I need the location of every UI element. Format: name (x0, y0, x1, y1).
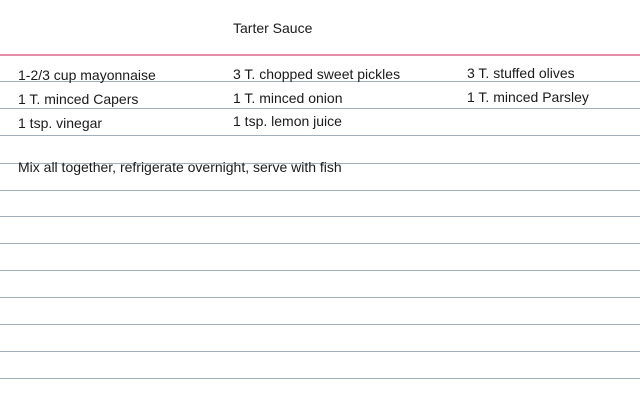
header-rule (0, 54, 640, 56)
ingredient: 3 T. chopped sweet pickles (233, 66, 401, 82)
ingredient: 3 T. stuffed olives (467, 65, 575, 81)
ruled-line (0, 163, 640, 164)
ruled-line (0, 378, 640, 379)
ruled-line (0, 190, 640, 191)
ruled-line (0, 351, 640, 352)
recipe-title: Tarter Sauce (233, 20, 313, 36)
ruled-line (0, 324, 640, 325)
ruled-line (0, 243, 640, 244)
ingredient: 1-2/3 cup mayonnaise (18, 67, 156, 83)
ruled-line (0, 216, 640, 217)
ruled-line (0, 270, 640, 271)
ingredient: 1 T. minced Capers (18, 91, 139, 107)
ruled-line (0, 297, 640, 298)
ingredient: 1 T. minced onion (233, 90, 343, 106)
instructions: Mix all together, refrigerate overnight,… (18, 159, 342, 175)
ruled-line (0, 108, 640, 109)
ingredient: 1 tsp. lemon juice (233, 113, 342, 129)
ruled-line (0, 81, 640, 82)
ruled-line (0, 135, 640, 136)
ingredient: 1 T. minced Parsley (467, 89, 589, 105)
ingredient: 1 tsp. vinegar (18, 115, 103, 131)
